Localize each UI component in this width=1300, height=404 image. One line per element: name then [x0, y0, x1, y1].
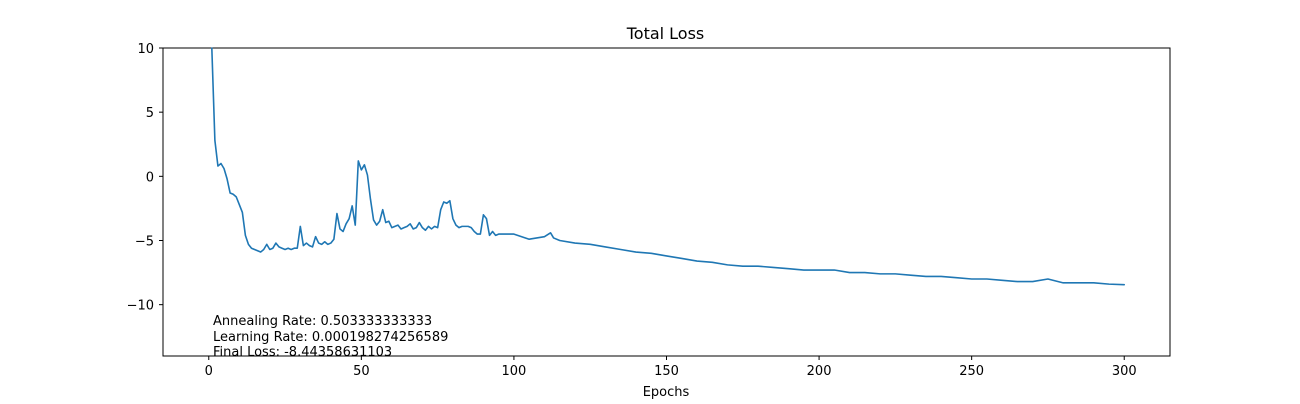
x-axis-label: Epochs: [643, 385, 690, 400]
y-tick-label: −10: [127, 299, 154, 314]
y-tick-label: 0: [146, 170, 154, 185]
x-tick-label: 0: [205, 364, 213, 379]
total-loss-series-line: [211, 47, 1126, 286]
annotation-final-loss: Final Loss: -8.44358631103: [213, 345, 392, 360]
annotation-annealing-rate: Annealing Rate: 0.503333333333: [213, 314, 432, 329]
x-tick-label: 100: [502, 364, 527, 379]
y-axis: −10 −5 0 5 10: [127, 42, 163, 314]
x-tick-label: 300: [1112, 364, 1137, 379]
x-axis: 0 50 100 150 200 250 300: [205, 356, 1137, 379]
x-tick-label: 250: [959, 364, 984, 379]
chart-title: Total Loss: [626, 24, 705, 43]
y-tick-label: 5: [146, 106, 154, 121]
x-tick-label: 50: [353, 364, 370, 379]
x-tick-label: 200: [807, 364, 832, 379]
annotation-learning-rate: Learning Rate: 0.000198274256589: [213, 330, 448, 345]
x-tick-label: 150: [654, 364, 679, 379]
plot-area-frame: [162, 47, 1171, 357]
y-tick-label: 10: [137, 42, 154, 57]
y-tick-label: −5: [135, 235, 154, 250]
